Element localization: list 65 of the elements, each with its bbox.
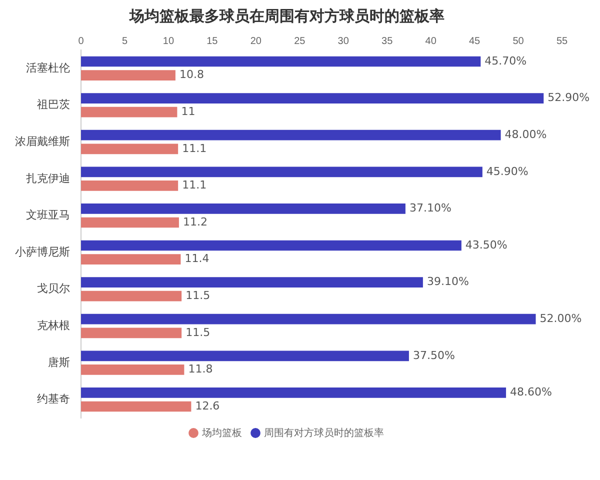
x-tick-label: 50 [512, 36, 524, 47]
y-tick-label: 约基奇 [37, 392, 70, 406]
x-tick-label: 15 [206, 36, 218, 47]
data-label: 45.70% [484, 54, 527, 68]
x-tick-label: 40 [425, 36, 437, 47]
y-tick-label: 活塞杜伦 [26, 61, 70, 74]
y-tick-label: 唐斯 [48, 356, 70, 369]
y-tick-label: 小萨博尼斯 [15, 245, 70, 258]
bar [81, 277, 423, 288]
data-label: 45.90% [486, 164, 528, 178]
x-tick-label: 5 [122, 36, 128, 47]
bar [81, 240, 462, 251]
x-tick-label: 20 [250, 36, 262, 47]
bar [81, 388, 506, 398]
data-label: 11.5 [186, 288, 210, 302]
x-tick-label: 55 [556, 36, 568, 47]
data-label: 48.60% [510, 386, 552, 399]
bar [81, 328, 182, 338]
chart-title: 场均篮板最多球员在周围有对方球员时的篮板率 [128, 6, 444, 25]
x-tick-label: 30 [338, 36, 350, 47]
data-label: 11.2 [182, 215, 208, 228]
bar [81, 93, 544, 104]
x-tick-label: 45 [468, 36, 481, 47]
y-tick-label: 浓眉戴维斯 [15, 135, 70, 148]
bar [81, 144, 178, 154]
x-tick-label: 0 [78, 36, 84, 47]
legend-label: 周围有对方球员时的篮板率 [264, 426, 384, 439]
data-label: 11.1 [182, 142, 207, 155]
y-tick-label: 文班亚马 [26, 208, 70, 222]
bar [81, 166, 482, 178]
bar [81, 130, 501, 140]
bar [81, 401, 192, 412]
x-tick-label: 10 [162, 36, 174, 47]
data-label: 39.10% [426, 275, 469, 288]
bar [81, 217, 179, 228]
x-tick-label: 35 [382, 36, 394, 47]
data-label: 11.8 [188, 362, 213, 376]
data-label: 11.5 [186, 326, 210, 339]
data-label: 12.6 [195, 399, 220, 412]
bar [81, 254, 181, 264]
y-tick-label: 祖巴茨 [37, 98, 70, 112]
bar [81, 106, 178, 118]
data-label: 37.10% [409, 202, 452, 215]
data-label: 11.4 [184, 252, 210, 266]
bar [81, 204, 406, 214]
data-label: 52.00% [540, 312, 582, 325]
bar [81, 180, 178, 191]
data-label: 11 [181, 104, 196, 118]
x-tick-label: 25 [294, 36, 306, 47]
bar [81, 364, 184, 375]
bar [81, 56, 481, 67]
bar [81, 314, 536, 324]
data-label: 37.50% [412, 348, 455, 362]
data-label: 48.00% [504, 128, 547, 141]
y-tick-label: 戈贝尔 [37, 282, 70, 296]
data-label: 11.1 [182, 178, 207, 192]
y-tick-label: 克林根 [37, 319, 70, 332]
bar [81, 70, 176, 80]
data-label: 52.90% [548, 91, 590, 104]
data-label: 10.8 [179, 68, 204, 82]
bar [81, 290, 182, 302]
data-label: 43.50% [465, 238, 508, 252]
legend-label: 场均篮板 [201, 426, 242, 439]
y-tick-label: 扎克伊迪 [26, 172, 70, 185]
bar [81, 350, 409, 362]
